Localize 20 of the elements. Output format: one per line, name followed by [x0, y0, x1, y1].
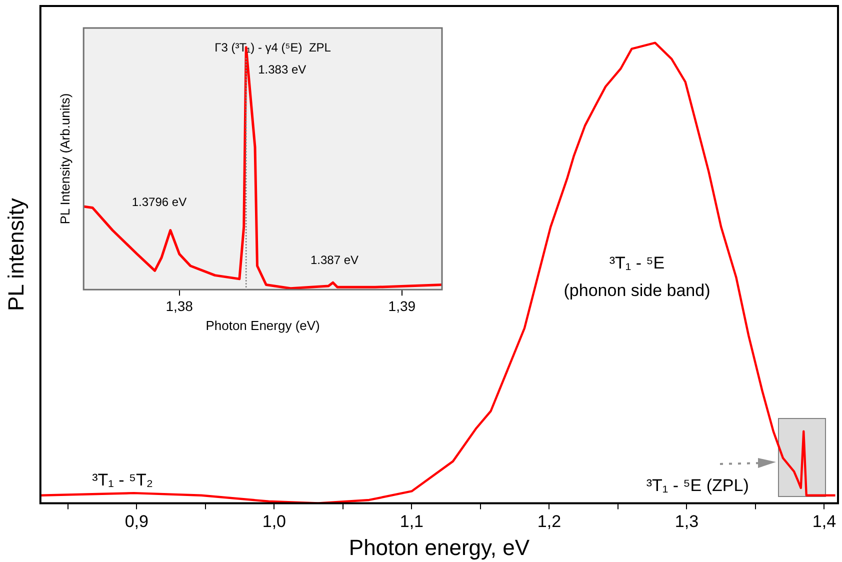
x-tick-label: 1,3: [674, 512, 699, 532]
x-tick-label: 1,38: [166, 298, 194, 314]
x-tick-label: 1,1: [400, 512, 424, 532]
annotation: ³T₁ - ⁵E: [609, 254, 665, 273]
x-axis-title: Photon energy, eV: [348, 534, 530, 560]
annotation: 1.387 eV: [310, 252, 359, 267]
annotation: (phonon side band): [564, 281, 710, 300]
y-axis-title: PL intensity: [3, 198, 28, 312]
x-tick-label: 1,4: [812, 512, 836, 532]
ref-line-label: 1.383 eV: [258, 62, 306, 76]
x-tick-label: 1,0: [262, 512, 286, 532]
annotation: 1.3796 eV: [132, 194, 187, 209]
x-tick-label: 0,9: [124, 512, 148, 532]
annotation: ³T₁ - ⁵E (ZPL): [646, 476, 749, 495]
x-axis-title: Photon Energy (eV): [206, 318, 320, 333]
x-tick-label: 1,2: [537, 512, 562, 532]
annotation: ³T₁ - ⁵T₂: [92, 470, 154, 490]
x-tick-label: 1,39: [388, 298, 416, 314]
y-axis-title: PL Intensity (Arb.units): [57, 93, 72, 224]
chart-title: Γ3 (³T₁) - γ4 (⁵E) ZPL: [214, 40, 332, 54]
